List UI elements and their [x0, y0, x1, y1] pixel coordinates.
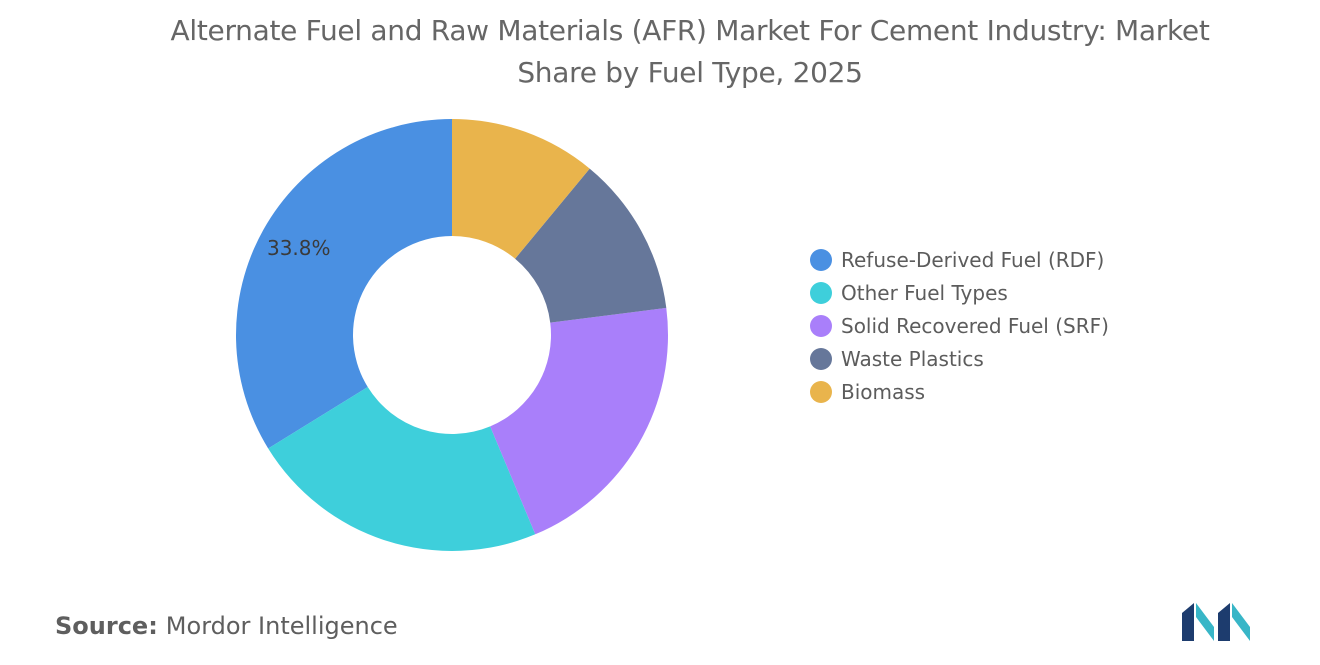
legend-swatch: [810, 248, 832, 271]
data-label-refuse-derived-fuel-rdf: 33.8%: [267, 236, 331, 260]
donut-data-labels: 33.8%: [267, 236, 331, 260]
slice-other-fuel-types: [268, 386, 536, 551]
legend-item-other-fuel-types: Other Fuel Types: [810, 276, 1109, 309]
legend-swatch: [810, 281, 832, 304]
legend-label: Biomass: [841, 379, 926, 404]
legend-label: Other Fuel Types: [841, 280, 1008, 305]
legend-label: Refuse-Derived Fuel (RDF): [841, 247, 1105, 272]
legend-item-biomass: Biomass: [810, 375, 1109, 408]
source-value: Mordor Intelligence: [165, 612, 398, 640]
legend-label: Solid Recovered Fuel (SRF): [841, 313, 1109, 338]
source-label: Source:: [55, 612, 158, 640]
chart-title: Alternate Fuel and Raw Materials (AFR) M…: [170, 14, 1210, 89]
legend-item-waste-plastics: Waste Plastics: [810, 342, 1109, 375]
chart-legend: Refuse-Derived Fuel (RDF) Other Fuel Type…: [810, 243, 1109, 408]
slice-solid-recovered-fuel-srf: [490, 307, 668, 535]
legend-item-solid-recovered-fuel-srf: Solid Recovered Fuel (SRF): [810, 309, 1109, 342]
donut-slices: [236, 119, 668, 551]
legend-swatch: [810, 314, 832, 337]
source-note: Source: Mordor Intelligence: [55, 612, 398, 640]
slice-refuse-derived-fuel-rdf: [236, 119, 452, 449]
legend-swatch: [810, 380, 832, 403]
slice-biomass: [452, 119, 590, 259]
mordor-intelligence-logo-icon: [1182, 603, 1250, 641]
legend-swatch: [810, 347, 832, 370]
legend-item-refuse-derived-fuel-rdf: Refuse-Derived Fuel (RDF): [810, 243, 1109, 276]
legend-label: Waste Plastics: [841, 346, 984, 371]
slice-waste-plastics: [515, 168, 667, 323]
